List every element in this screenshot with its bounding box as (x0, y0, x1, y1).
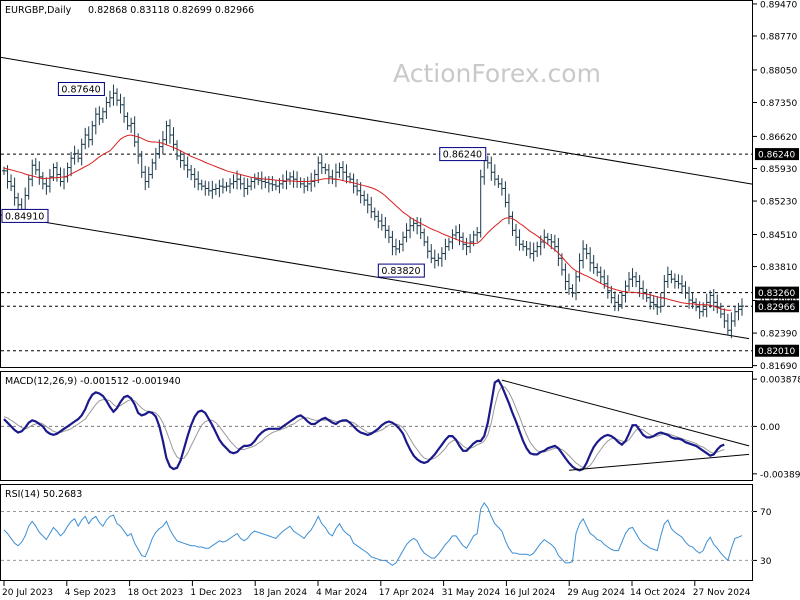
x-tick-label: 17 Apr 2024 (379, 588, 435, 598)
level-label: 0.82010 (758, 347, 795, 357)
ohlc-readout: 0.82868 0.83118 0.82699 0.82966 (88, 5, 254, 16)
price-moving-average (3, 134, 732, 311)
level-label-box (755, 344, 799, 357)
price-tick-label: 0.81690 (760, 362, 797, 372)
price-tick-label: 0.82390 (760, 330, 797, 340)
channel-lower-line (0, 214, 750, 340)
macd-title: MACD(12,26,9) -0.001512 -0.001940 (5, 376, 181, 387)
price-tick-label: 0.88770 (760, 33, 797, 43)
level-label-box (755, 148, 799, 161)
annotation-label: 0.83820 (381, 266, 420, 277)
price-tick-label: 0.89470 (760, 0, 797, 10)
macd-signal-line (3, 385, 725, 469)
x-tick-label: 27 Nov 2024 (693, 588, 751, 598)
channel-upper-line (0, 56, 754, 185)
price-axis: 0.89470 0.88770 0.88050 0.87350 0.86620 0.859… (753, 0, 797, 372)
x-tick-label: 29 Aug 2024 (567, 588, 625, 598)
price-tick-label: 0.85230 (760, 198, 797, 208)
price-channel (0, 56, 754, 340)
annotation-box (377, 263, 425, 278)
rsi-lines (3, 501, 743, 566)
price-tick-label: 0.85930 (760, 165, 797, 175)
price-annotations: 0.87640 0.84910 0.86240 0.83820 (1, 82, 487, 278)
annotation-box (439, 147, 487, 162)
macd-tick-label: -0.003894 (760, 470, 800, 480)
x-tick-label: 16 Jul 2024 (504, 588, 555, 598)
level-label: 0.82966 (758, 303, 795, 313)
price-panel (0, 0, 753, 368)
x-tick-label: 20 Jul 2023 (2, 588, 53, 598)
price-bar (740, 298, 744, 316)
price-levels: 0.86240 0.83260 0.82966 0.82010 (1, 148, 799, 357)
annotation-box (57, 82, 105, 97)
price-tick-label: 0.83810 (760, 263, 797, 273)
watermark: ActionForex.com (393, 59, 601, 88)
symbol-label: EURGBP,Daily (5, 5, 72, 16)
rsi-line (3, 501, 743, 566)
rsi-tick-label: 70 (760, 508, 772, 518)
macd-trendline (501, 379, 750, 447)
rsi-title: RSI(14) 50.2683 (5, 489, 82, 500)
x-tick-label: 1 Dec 2023 (190, 588, 242, 598)
annotation-box (1, 208, 49, 223)
rsi-tick-label: 30 (760, 557, 772, 567)
price-tick-label: 0.86620 (760, 133, 797, 143)
price-tick-label: 0.88050 (760, 66, 797, 76)
level-label: 0.86240 (758, 151, 795, 161)
macd-lines (3, 378, 750, 472)
price-tick-label: 0.84510 (760, 231, 797, 241)
macd-tick-label: 0.003878 (760, 376, 800, 386)
x-tick-label: 4 Sep 2023 (65, 588, 116, 598)
x-tick-label: 18 Jan 2024 (253, 588, 307, 598)
macd-trendline (568, 453, 750, 471)
macd-tick-label: 0.00 (760, 423, 780, 433)
rsi-axis: 70 30 (1, 508, 772, 567)
moving-average-line (3, 134, 732, 311)
annotation-label: 0.87640 (61, 85, 100, 96)
x-tick-label: 18 Oct 2023 (128, 588, 184, 598)
annotation-label: 0.86240 (443, 150, 482, 161)
macd-main-line (3, 378, 725, 472)
rsi-panel (0, 484, 753, 581)
level-label-box (755, 286, 799, 299)
price-tick-label: 0.87350 (760, 99, 797, 109)
x-axis: 20 Jul 2023 4 Sep 2023 18 Oct 2023 1 Dec 20… (2, 581, 751, 598)
level-label: 0.83260 (758, 289, 795, 299)
macd-axis: 0.003878 0.00 -0.003894 (1, 376, 800, 480)
x-tick-label: 4 Mar 2024 (316, 588, 368, 598)
x-tick-label: 14 Oct 2024 (630, 588, 686, 598)
annotation-label: 0.84910 (5, 211, 44, 222)
x-tick-label: 31 May 2024 (442, 588, 501, 598)
level-label-box (755, 300, 799, 313)
